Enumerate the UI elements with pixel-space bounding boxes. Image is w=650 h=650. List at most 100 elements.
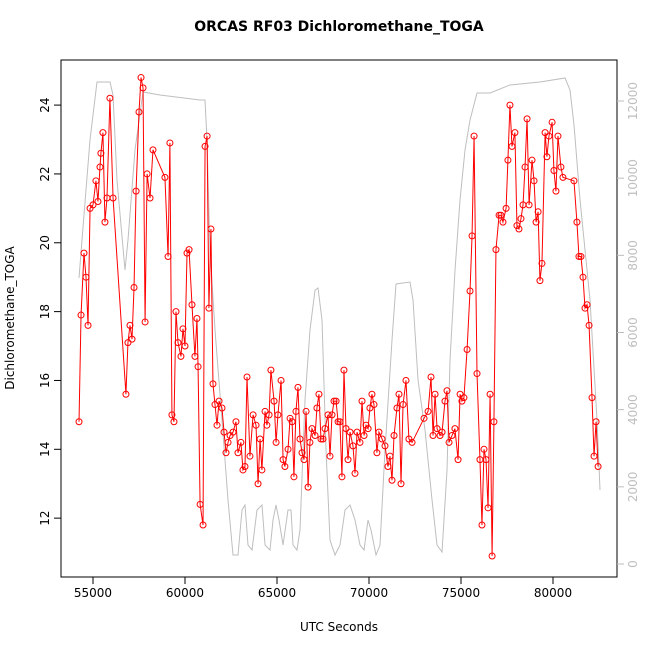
data-point [330, 397, 338, 405]
data-point [502, 204, 510, 212]
data-point [541, 129, 549, 137]
x-axis-label: UTC Seconds [300, 620, 378, 634]
data-point [486, 390, 494, 398]
data-point [193, 315, 201, 322]
y-tick-label: 16 [38, 373, 52, 388]
data-point [585, 321, 593, 329]
data-point [302, 407, 310, 415]
data-point [364, 425, 372, 433]
data-point [431, 390, 439, 398]
data-point [441, 397, 449, 405]
data-point [368, 390, 376, 398]
y2-tick-label: 0 [626, 560, 640, 568]
data-point [124, 339, 132, 347]
data-point [334, 418, 342, 426]
data-point [75, 418, 83, 426]
data-point [126, 321, 134, 329]
data-point [473, 370, 481, 378]
data-point [137, 74, 145, 82]
data-point [149, 146, 157, 154]
data-point [458, 397, 466, 405]
data-point [517, 215, 525, 223]
data-point [319, 435, 327, 443]
data-point [234, 449, 242, 457]
data-point [106, 94, 114, 102]
data-point [332, 397, 340, 405]
data-point [349, 442, 357, 450]
data-point [346, 428, 354, 436]
data-point [267, 366, 275, 374]
data-point [443, 387, 451, 395]
data-point [456, 390, 464, 398]
data-point [448, 432, 456, 440]
data-point [224, 438, 232, 446]
data-point [495, 211, 503, 219]
data-point [215, 397, 223, 405]
data-point [168, 411, 176, 419]
data-point [402, 376, 410, 384]
data-point [497, 211, 505, 219]
data-point [336, 418, 344, 426]
data-point [390, 432, 398, 440]
data-point [395, 390, 403, 398]
data-point [130, 284, 138, 292]
data-point [265, 411, 273, 419]
data-point [89, 201, 97, 209]
data-point [135, 108, 143, 116]
data-point [386, 452, 394, 460]
data-point [381, 442, 389, 450]
data-point [252, 421, 260, 429]
data-point [492, 246, 500, 254]
data-point [188, 301, 196, 309]
data-point [525, 201, 533, 209]
y2-tick-label: 6000 [626, 317, 640, 348]
data-point [284, 445, 292, 453]
data-point [132, 187, 140, 195]
data-point [263, 421, 271, 429]
data-point [550, 166, 558, 174]
data-point [384, 463, 392, 471]
data-point [573, 218, 581, 226]
x-tick-label: 65000 [258, 586, 296, 600]
data-point [96, 163, 104, 171]
y-tick-label: 22 [38, 166, 52, 181]
data-point [209, 380, 217, 388]
data-point [311, 432, 319, 440]
data-point [397, 480, 405, 488]
data-point [185, 246, 193, 254]
data-point [84, 321, 92, 329]
data-point [554, 132, 562, 140]
data-point [166, 139, 174, 147]
data-point [478, 521, 486, 529]
data-point [344, 456, 352, 464]
data-point [277, 376, 285, 384]
data-point [375, 428, 383, 436]
data-point [321, 425, 329, 433]
data-point [256, 435, 264, 443]
data-point [290, 473, 298, 481]
data-line [78, 77, 599, 557]
data-point [590, 452, 598, 460]
data-point [161, 173, 169, 181]
plot-frame [60, 59, 618, 578]
data-point [92, 177, 100, 185]
y-tick-label: 12 [38, 510, 52, 525]
data-point [388, 476, 396, 484]
data-point [480, 445, 488, 453]
data-point [358, 397, 366, 405]
data-point [328, 411, 336, 419]
data-point [199, 521, 207, 529]
data-point [436, 432, 444, 440]
data-point [536, 277, 544, 285]
data-point [460, 394, 468, 402]
data-point [427, 373, 435, 381]
data-point [191, 352, 199, 360]
data-point [545, 132, 553, 140]
y2-tick-label: 12000 [626, 82, 640, 120]
data-point [577, 253, 585, 261]
data-point [438, 428, 446, 436]
data-point [548, 118, 556, 126]
data-point [324, 411, 332, 419]
data-point [222, 449, 230, 457]
data-point [433, 425, 441, 433]
